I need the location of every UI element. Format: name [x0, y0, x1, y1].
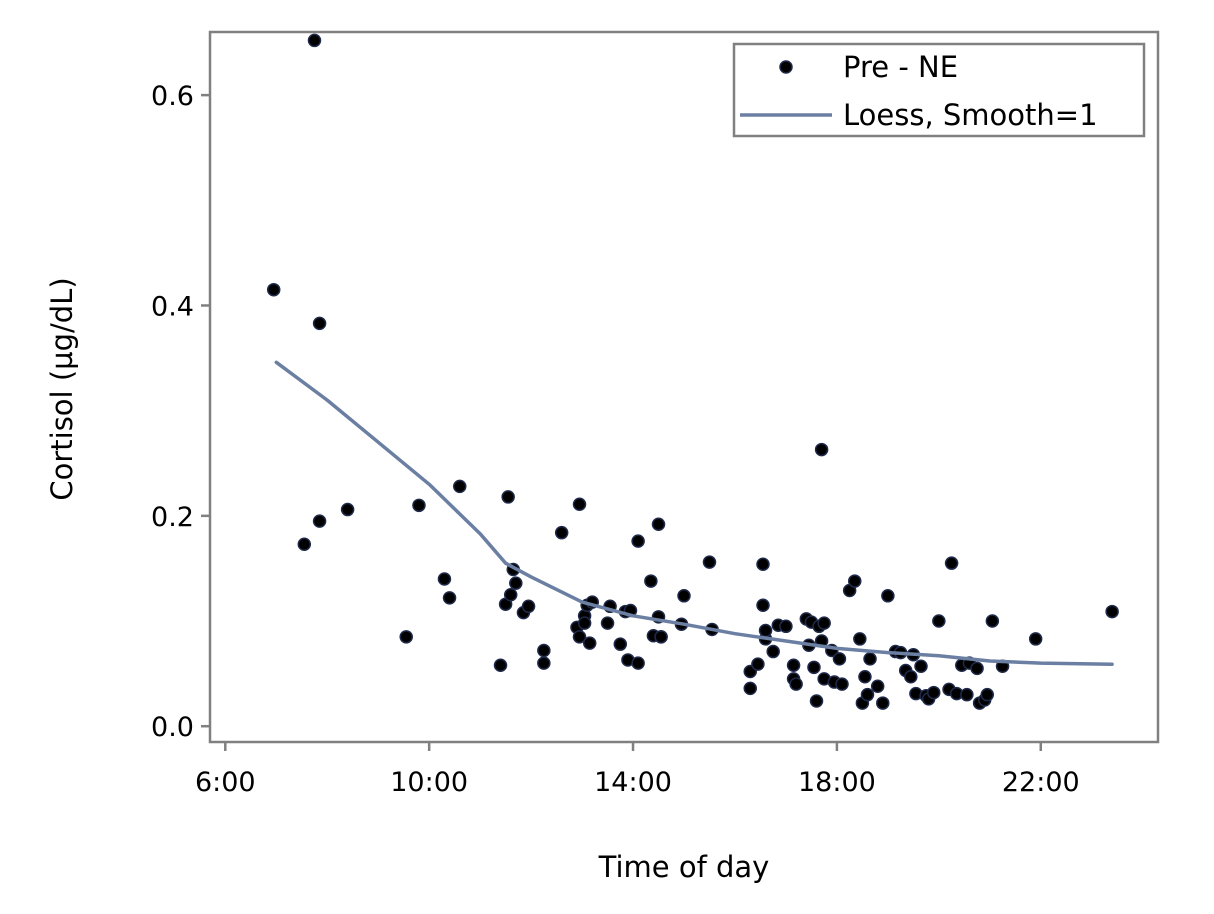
scatter-point	[613, 637, 628, 651]
x-tick-label: 10:00	[390, 767, 468, 798]
scatter-point	[914, 659, 928, 674]
scatter-point	[600, 616, 615, 630]
scatter-point	[577, 616, 592, 630]
scatter-point	[503, 587, 518, 602]
scatter-point	[789, 677, 803, 691]
scatter-point	[858, 670, 872, 684]
y-tick-label: 0.0	[151, 712, 194, 743]
scatter-point	[442, 591, 457, 605]
scatter-point	[437, 572, 452, 586]
scatter-point	[501, 490, 515, 504]
scatter-point	[631, 534, 645, 548]
scatter-point	[266, 282, 281, 297]
scatter-point	[876, 696, 890, 710]
legend: Pre - NE Loess, Smooth=1	[732, 42, 1146, 138]
scatter-point	[312, 514, 327, 528]
series-layer	[266, 33, 1119, 710]
scatter-point	[756, 598, 770, 613]
scatter-point	[312, 316, 327, 331]
y-axis: 0.0 0.2 0.4 0.6	[151, 81, 210, 743]
scatter-point	[651, 517, 666, 532]
scatter-point	[554, 525, 569, 540]
scatter-point	[932, 614, 946, 628]
scatter-point	[960, 687, 974, 702]
loess-line	[274, 360, 1114, 666]
scatter-point	[807, 660, 821, 675]
scatter-point	[521, 599, 536, 614]
scatter-point	[853, 632, 867, 646]
scatter-point	[1028, 632, 1043, 646]
scatter-point	[809, 694, 824, 708]
scatter-point	[904, 670, 918, 684]
scatter-point	[817, 616, 831, 630]
legend-marker-symbol	[779, 60, 793, 74]
scatter-point	[870, 679, 885, 694]
legend-label-line: Loess, Smooth=1	[843, 98, 1098, 132]
scatter-point	[756, 557, 770, 571]
scatter-point	[980, 687, 995, 702]
scatter-point	[644, 574, 658, 588]
y-tick-label: 0.6	[151, 81, 194, 112]
scatter-point	[297, 537, 312, 552]
x-axis-title: Time of day	[598, 850, 770, 884]
scatter-point	[452, 479, 467, 494]
scatter-point	[863, 652, 877, 666]
scatter-point	[677, 589, 691, 603]
scatter-point	[340, 502, 355, 517]
scatter-point	[751, 657, 765, 671]
scatter-point	[881, 589, 895, 603]
scatter-point	[572, 630, 587, 644]
scatter-point	[743, 681, 758, 696]
x-tick-label: 14:00	[594, 767, 672, 798]
scatter-point	[509, 576, 523, 590]
scatter-point	[786, 658, 801, 672]
scatter-point	[758, 623, 773, 638]
scatter-point	[970, 661, 984, 676]
scatter-point	[766, 644, 780, 659]
x-tick-label: 18:00	[798, 767, 876, 798]
scatter-point	[631, 656, 645, 670]
scatter-point	[985, 614, 1000, 628]
y-axis-title: Cortisol (µg/dL)	[45, 277, 79, 500]
scatter-point	[654, 630, 668, 644]
scatter-point	[860, 687, 875, 702]
scatter-point	[572, 497, 587, 512]
scatter-point	[493, 658, 508, 672]
scatter-point	[835, 677, 849, 691]
scatter-point	[537, 643, 551, 658]
scatter-point	[582, 636, 597, 650]
scatter-point	[399, 630, 413, 644]
legend-label-scatter: Pre - NE	[843, 50, 958, 84]
scatter-point	[814, 442, 829, 457]
legend-box	[732, 42, 1146, 138]
scatter-point	[847, 574, 862, 588]
scatter-point	[832, 652, 847, 666]
x-tick-label: 22:00	[1002, 767, 1080, 798]
scatter-point	[702, 555, 717, 569]
scatter-point	[779, 619, 793, 634]
x-axis: 6:00 10:00 14:00 18:00 22:00	[195, 742, 1080, 798]
scatter-point	[944, 556, 959, 570]
x-tick-label: 6:00	[195, 767, 256, 798]
scatter-point	[307, 33, 322, 48]
plot-frame	[208, 30, 1160, 744]
y-tick-label: 0.2	[151, 502, 194, 533]
scatter-point	[926, 685, 941, 700]
scatter-point	[537, 656, 551, 670]
y-tick-label: 0.4	[151, 291, 194, 322]
scatter-point	[1105, 604, 1119, 619]
scatter-point	[412, 498, 426, 513]
